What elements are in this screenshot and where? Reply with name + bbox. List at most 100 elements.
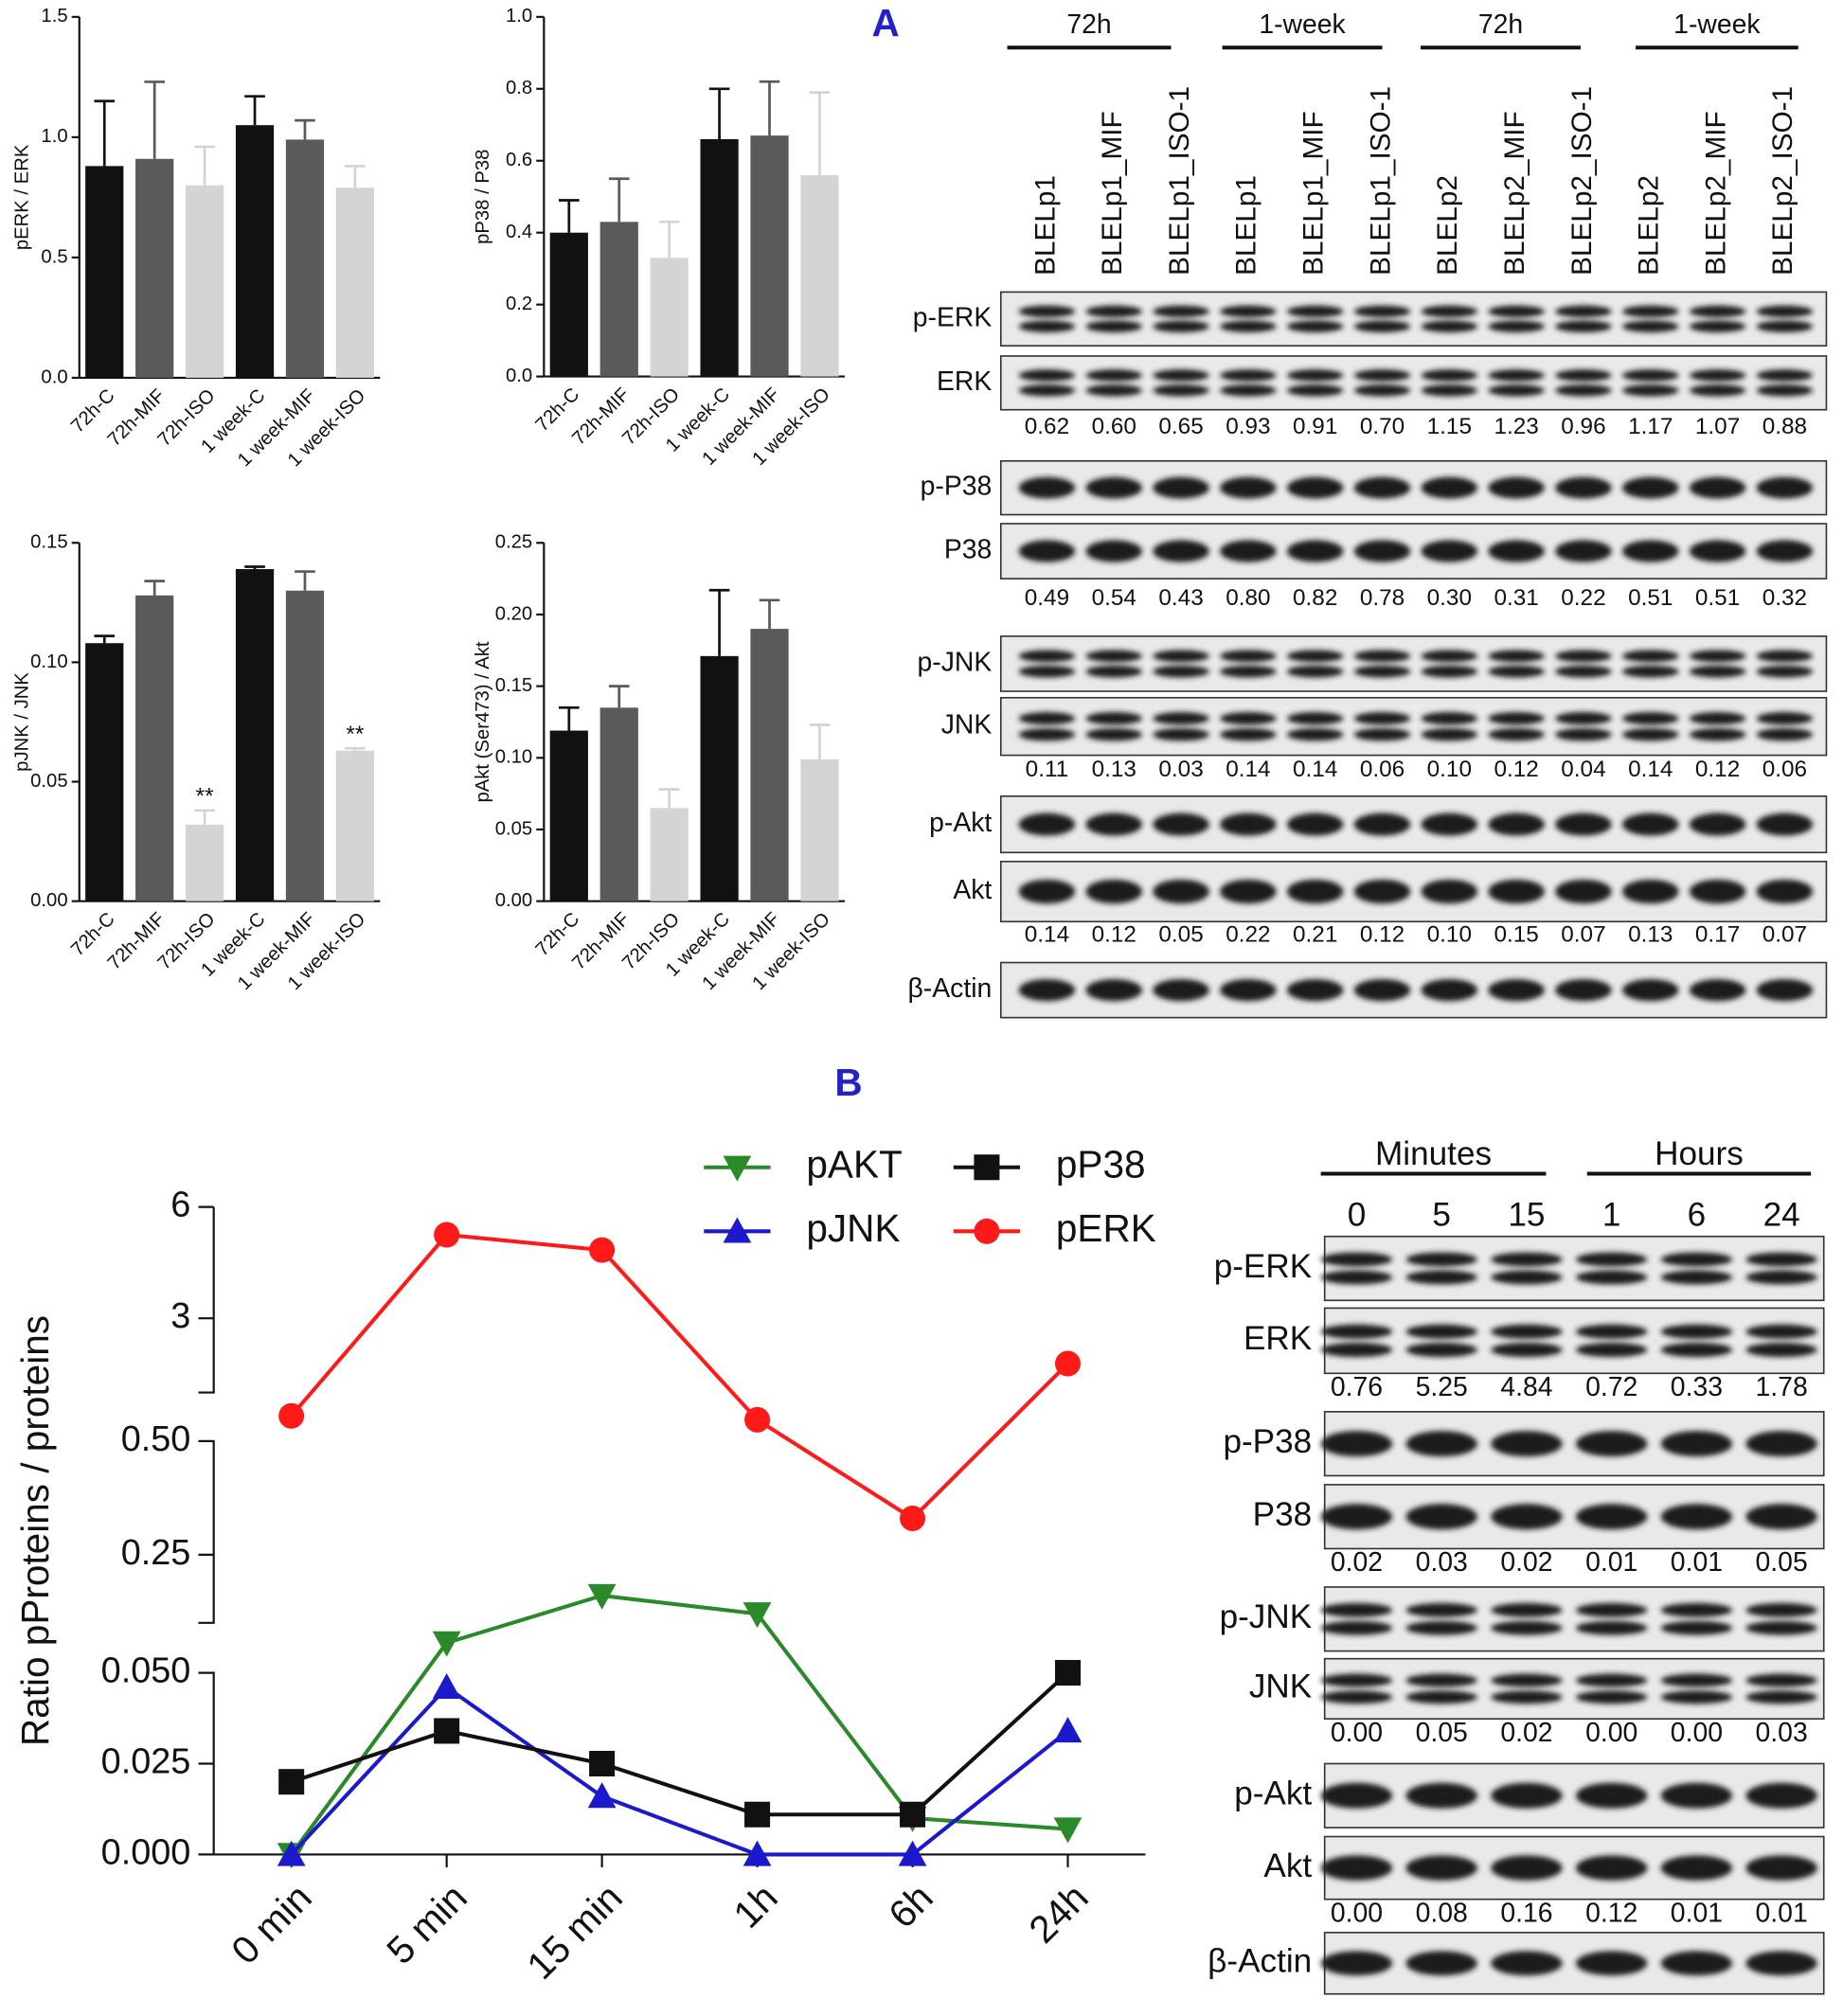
band (1622, 711, 1679, 725)
band (1488, 812, 1545, 836)
bar (335, 187, 375, 378)
y-tick-label: 0.10 (30, 651, 67, 672)
band (1320, 1431, 1393, 1457)
ratio-label: 0.12 (1585, 1898, 1637, 1928)
band (1660, 1690, 1733, 1704)
band (1689, 812, 1746, 836)
band (1745, 1342, 1817, 1358)
row-label: ERK (1244, 1320, 1313, 1357)
band (1622, 812, 1679, 836)
band (1622, 384, 1679, 397)
ratio-label: 0.88 (1762, 414, 1807, 439)
error-bar (244, 565, 265, 570)
ratio-label: 0.21 (1293, 922, 1337, 948)
band (1756, 540, 1814, 562)
ratio-label: 0.93 (1226, 414, 1270, 439)
legend-marker (723, 1217, 752, 1243)
band (1286, 369, 1344, 382)
lane-label: BLELp1 (1029, 175, 1061, 276)
ratio-label: 0.05 (1158, 922, 1203, 948)
point (743, 1602, 772, 1629)
band (1689, 711, 1746, 725)
group-label: Minutes (1375, 1135, 1492, 1172)
ratio-label: 0.00 (1331, 1718, 1383, 1748)
y-tick-label: 0.25 (495, 532, 532, 553)
ratio-label: 0.82 (1293, 585, 1337, 611)
ratio-label: 0.51 (1695, 585, 1740, 611)
band (1405, 1673, 1477, 1687)
legend-label: pERK (1056, 1206, 1156, 1250)
blot-frame (999, 696, 1828, 757)
error-bar (658, 788, 680, 809)
y-tick-label: 1.5 (41, 6, 67, 27)
error-bar (759, 598, 780, 630)
ratio-label: 0.70 (1360, 414, 1405, 439)
y-tick-label: 0.00 (30, 890, 67, 911)
y-tick-label: 0.25 (121, 1533, 191, 1573)
row-label: Akt (953, 875, 992, 905)
error-bar (708, 87, 730, 139)
y-axis-segment (198, 1439, 215, 1624)
band (1421, 665, 1478, 678)
ratio-label: 0.30 (1427, 585, 1472, 611)
band (1488, 320, 1545, 332)
ratio-label: 1.07 (1695, 414, 1740, 439)
bar (599, 222, 638, 377)
ratio-label: 0.96 (1561, 414, 1605, 439)
ratio-label: 0.31 (1494, 585, 1538, 611)
band (1320, 1602, 1393, 1617)
y-axis-label: pP38 / P38 (473, 150, 493, 244)
ratio-label: 0.05 (1416, 1718, 1468, 1748)
band (1405, 1431, 1477, 1457)
ratio-label: 0.91 (1293, 414, 1337, 439)
point (1054, 1660, 1082, 1686)
band (1689, 320, 1746, 332)
band (1488, 305, 1545, 318)
y-tick-label: 0.0 (506, 366, 532, 386)
y-tick-label: 0.025 (101, 1741, 191, 1781)
band (1320, 1324, 1393, 1339)
band (1756, 711, 1814, 725)
band (1153, 384, 1209, 397)
band (1085, 384, 1142, 397)
band (1745, 1504, 1817, 1530)
y-tick-label: 3 (170, 1296, 190, 1336)
blot-frame (999, 635, 1828, 692)
row-label: β-Actin (908, 973, 993, 1004)
point (1053, 1817, 1083, 1844)
bar (700, 138, 739, 377)
band (1320, 1855, 1393, 1881)
series-line (290, 1685, 1069, 1857)
band (1689, 978, 1746, 1002)
bar (85, 166, 124, 378)
lane-label: 15 (1508, 1197, 1545, 1234)
band (1622, 476, 1679, 499)
legend-marker (974, 1154, 1000, 1181)
band (1745, 1951, 1817, 1976)
bar (135, 158, 174, 378)
band (1421, 384, 1478, 397)
row-label: p-P38 (921, 472, 993, 502)
error-bar (94, 634, 116, 644)
band (1421, 879, 1478, 904)
band (1085, 650, 1142, 663)
band (1320, 1342, 1393, 1358)
bar (599, 707, 638, 901)
band (1085, 540, 1142, 562)
band (1286, 711, 1344, 725)
ratio-label: 0.49 (1025, 585, 1069, 611)
band (1286, 978, 1344, 1002)
band (1575, 1342, 1648, 1358)
error-bar (809, 91, 831, 175)
band (1405, 1602, 1477, 1617)
band (1353, 879, 1411, 904)
lane-label: BLELp2_ISO-1 (1767, 86, 1798, 276)
error-bar (94, 99, 116, 167)
band (1745, 1673, 1817, 1687)
band (1153, 728, 1209, 741)
band (1085, 665, 1142, 678)
band (1491, 1855, 1563, 1881)
band (1320, 1690, 1393, 1704)
y-axis-label: pERK / ERK (12, 144, 33, 250)
